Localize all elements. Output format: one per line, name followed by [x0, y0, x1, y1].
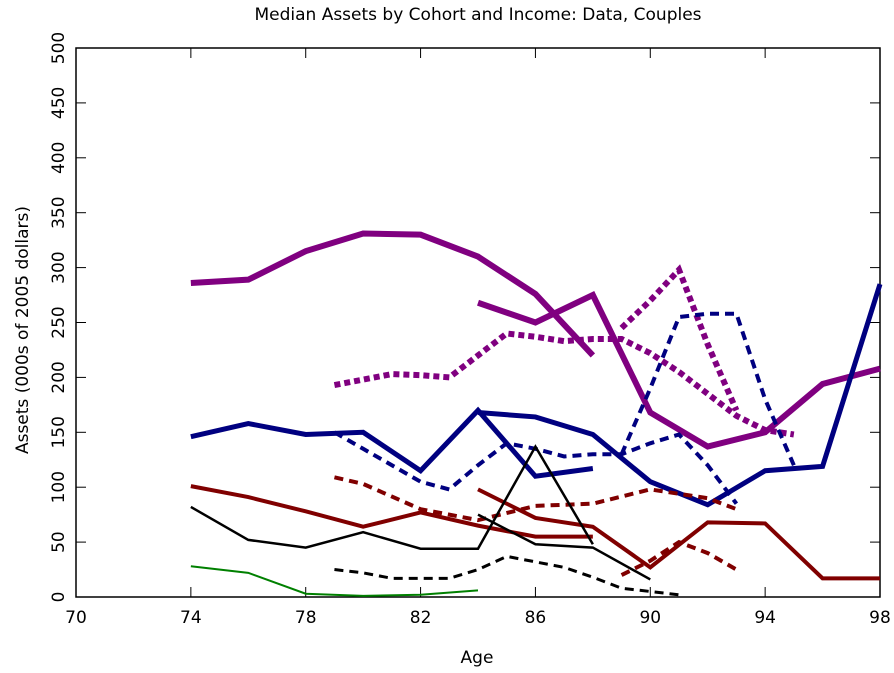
x-tick-label: 82: [410, 608, 432, 628]
series-line: [190, 444, 594, 550]
series-line: [333, 475, 738, 523]
series-line: [333, 430, 739, 505]
x-tick-label: 74: [180, 608, 202, 628]
series-line: [477, 291, 881, 450]
y-tick-label: 450: [49, 87, 69, 119]
x-tick-label: 94: [754, 608, 776, 628]
x-axis-label: Age: [461, 648, 494, 668]
series-line: [477, 487, 880, 581]
x-tick-label: 86: [525, 608, 547, 628]
y-tick-label: 100: [49, 471, 69, 503]
y-tick-label: 50: [49, 531, 69, 553]
y-tick-label: 0: [49, 592, 69, 603]
series-line: [334, 554, 680, 597]
series-line: [190, 565, 479, 597]
series-line: [477, 513, 651, 581]
x-tick-label: 90: [639, 608, 661, 628]
y-tick-label: 150: [49, 416, 69, 448]
chart-title: Median Assets by Cohort and Income: Data…: [254, 5, 701, 25]
y-axis-label: Assets (000s of 2005 dollars): [13, 206, 33, 454]
y-tick-label: 300: [49, 251, 69, 283]
series-line: [190, 484, 593, 539]
series-line: [619, 264, 740, 412]
x-tick-label: 70: [65, 608, 87, 628]
y-tick-label: 250: [49, 306, 69, 338]
y-tick-label: 350: [49, 196, 69, 228]
y-tick-label: 200: [49, 361, 69, 393]
series-line: [477, 283, 883, 508]
series-line: [620, 539, 738, 577]
x-tick-label: 98: [869, 608, 891, 628]
x-tick-label: 78: [295, 608, 317, 628]
y-tick-label: 500: [49, 32, 69, 64]
y-tick-label: 400: [49, 142, 69, 174]
series-line: [190, 230, 596, 358]
